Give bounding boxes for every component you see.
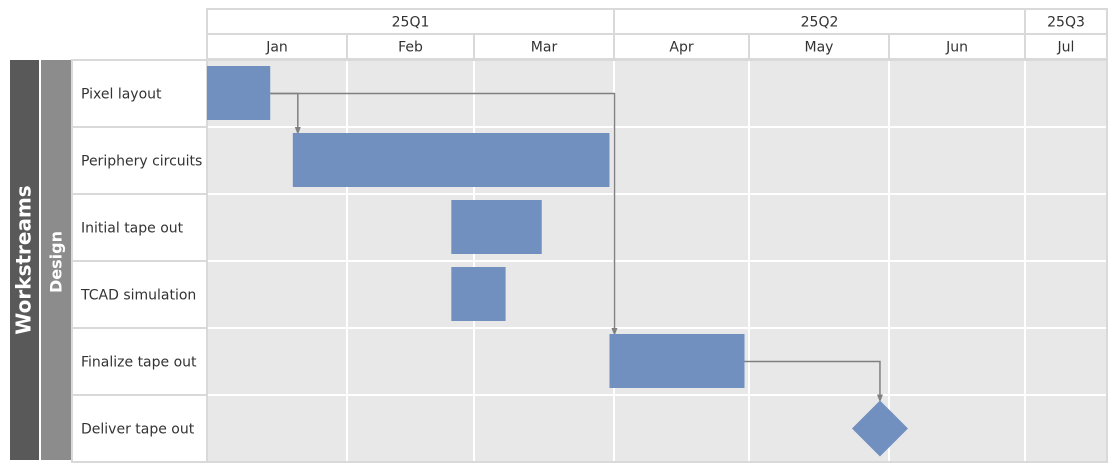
month-label: Feb (398, 40, 423, 56)
task-bar (609, 334, 745, 388)
task-label: Pixel layout (81, 87, 162, 103)
task-bars (207, 66, 908, 457)
dependency-arrow (744, 360, 883, 403)
task-label: Periphery circuits (81, 154, 202, 170)
month-label: Apr (669, 40, 693, 56)
task-label: Deliver tape out (81, 422, 195, 438)
task-bar (207, 66, 271, 120)
milestone-diamond (851, 400, 908, 457)
quarter-label: 25Q1 (392, 15, 430, 31)
month-label: Jun (945, 40, 968, 56)
group-bands: Workstreams Design (10, 60, 71, 460)
task-label: Initial tape out (81, 221, 184, 237)
task-labels: Pixel layout Periphery circuits Initial ta… (71, 59, 208, 463)
task-label: Finalize tape out (81, 355, 197, 371)
workstreams-label: Workstreams (12, 185, 36, 334)
task-label: TCAD simulation (80, 288, 196, 304)
month-label: Mar (531, 40, 558, 56)
month-label: May (805, 40, 834, 56)
quarter-label: 25Q2 (801, 15, 839, 31)
dependency-arrows (270, 92, 883, 403)
month-label: Jan (265, 40, 288, 56)
design-band (41, 60, 71, 460)
task-bar (451, 267, 506, 321)
task-bar (451, 200, 542, 254)
task-bar (292, 133, 610, 187)
quarter-label: 25Q3 (1047, 15, 1085, 31)
workstreams-band (10, 60, 39, 460)
dependency-arrow (270, 92, 618, 336)
timeline-header: 25Q1 25Q2 25Q3 Jan Feb Mar Apr May Jun Jul (206, 8, 1108, 60)
plot-area (206, 59, 1108, 463)
month-label: Jul (1057, 40, 1075, 56)
design-label: Design (47, 231, 66, 293)
